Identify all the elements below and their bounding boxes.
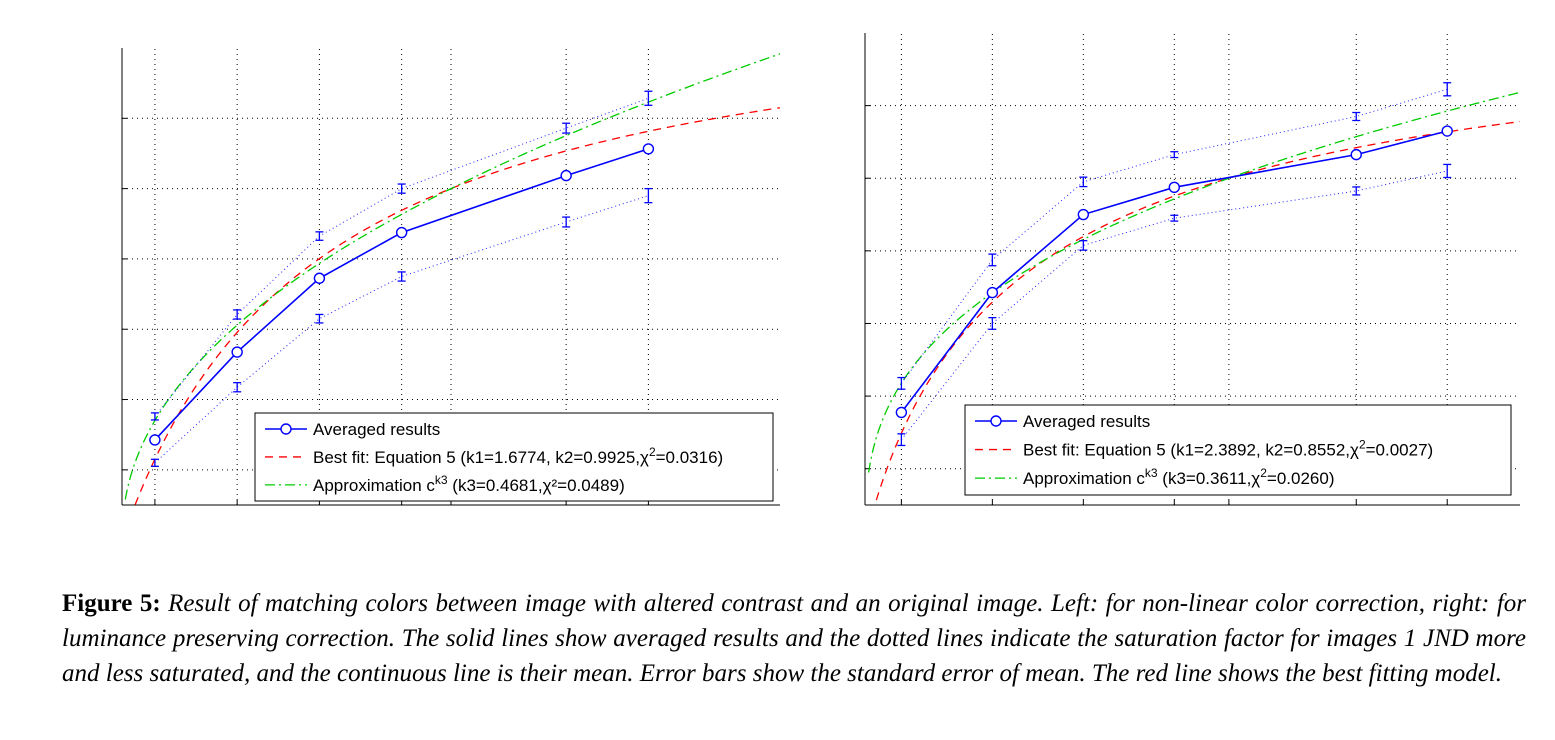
- averaged-line: [900, 130, 1448, 413]
- legend-prefix: Approximation c: [1023, 469, 1145, 488]
- legend-box: [964, 404, 1512, 496]
- error-bar: [315, 313, 324, 324]
- averaged-point: [986, 286, 999, 299]
- error-bar: [897, 433, 906, 447]
- legend-entry: Approximation ck3 (k3=0.3611,χ2=0.0260): [1023, 466, 1335, 488]
- error-bar: [562, 122, 571, 134]
- legend-sup2: 2: [1260, 466, 1267, 480]
- error-bar: [233, 309, 242, 320]
- error-bar: [988, 253, 997, 267]
- approximation-curve: [867, 91, 1520, 473]
- error-bar: [1170, 151, 1179, 159]
- averaged-point: [1441, 125, 1453, 137]
- legend-suffix: (k3=0.4681,χ²=0.0489): [448, 476, 625, 495]
- error-bar: [150, 412, 159, 421]
- error-bar: [1170, 214, 1179, 222]
- averaged-point: [313, 272, 326, 284]
- averaged-point: [149, 434, 161, 446]
- error-bar: [233, 382, 242, 393]
- error-bar: [1079, 176, 1088, 188]
- grid: [865, 33, 1520, 505]
- legend-prefix: Best fit: Equation 5 (k1=2.3892, k2=0.85…: [1023, 441, 1359, 460]
- approximation-curve: [124, 53, 780, 500]
- averaged-point: [395, 226, 408, 239]
- legend-box: [254, 412, 774, 502]
- error-bar: [644, 90, 653, 106]
- legend-marker: [990, 415, 1002, 427]
- legend-suffix: (k3=0.3611,χ: [1158, 469, 1261, 488]
- legend-prefix: Approximation c: [313, 476, 435, 495]
- error-bar: [1443, 82, 1452, 97]
- error-bar: [1352, 186, 1361, 196]
- lower-jnd-line: [154, 195, 649, 464]
- plot-area: [124, 53, 780, 505]
- averaged-line: [154, 148, 649, 441]
- error-bar: [897, 376, 906, 390]
- plot-area: [867, 88, 1520, 505]
- error-bar: [397, 183, 406, 194]
- upper-jnd-line: [154, 97, 649, 417]
- legend-entry: Averaged results: [1023, 412, 1150, 431]
- legend-suffix: =0.0316): [656, 448, 724, 467]
- chart-right: Averaged results Best fit: Equation 5 (k1…: [864, 33, 1520, 506]
- error-bar: [988, 317, 997, 330]
- upper-jnd-line: [900, 88, 1448, 384]
- error-bar: [315, 231, 324, 241]
- legend-marker: [280, 423, 292, 435]
- error-bar: [397, 271, 406, 282]
- legend-entry: Approximation ck3 (k3=0.4681,χ²=0.0489): [313, 473, 625, 495]
- error-bar: [1443, 163, 1452, 179]
- averaged-point: [1077, 208, 1090, 221]
- legend-prefix: Best fit: Equation 5 (k1=1.6774, k2=0.99…: [313, 448, 649, 467]
- legend-sup: k3: [1145, 466, 1158, 480]
- legend-suffix: =0.0027): [1366, 441, 1434, 460]
- legend: Averaged results Best fit: Equation 5 (k1…: [964, 404, 1512, 496]
- error-bar: [1079, 240, 1088, 251]
- averaged-point: [1350, 148, 1362, 161]
- legend-entry: Best fit: Equation 5 (k1=2.3892, k2=0.85…: [1023, 438, 1433, 460]
- legend-prefix: Averaged results: [1023, 412, 1150, 431]
- error-bar: [1352, 111, 1361, 122]
- averaged-point: [642, 143, 655, 155]
- legend-entry: Averaged results: [313, 420, 440, 439]
- chart-left: Averaged results Best fit: Equation 5 (k1…: [121, 48, 780, 506]
- best-fit-curve: [874, 120, 1520, 505]
- legend-suffix2: =0.0260): [1267, 469, 1335, 488]
- legend-sup: k3: [435, 473, 448, 487]
- legend-sup: 2: [1359, 438, 1366, 452]
- averaged-point: [231, 346, 243, 358]
- error-bar: [150, 458, 159, 467]
- error-bar: [562, 216, 571, 228]
- legend: Averaged results Best fit: Equation 5 (k1…: [254, 412, 774, 502]
- averaged-point: [1168, 181, 1181, 194]
- error-bar: [644, 187, 653, 204]
- caption-label: Figure 5:: [62, 590, 161, 617]
- averaged-point: [895, 406, 908, 419]
- caption-text: Result of matching colors between image …: [62, 590, 1527, 687]
- legend-prefix: Averaged results: [313, 420, 440, 439]
- averaged-point: [560, 169, 572, 182]
- legend-sup: 2: [649, 445, 656, 459]
- figure-caption: Figure 5: Result of matching colors betw…: [62, 586, 1526, 691]
- legend-entry: Best fit: Equation 5 (k1=1.6774, k2=0.99…: [313, 445, 723, 467]
